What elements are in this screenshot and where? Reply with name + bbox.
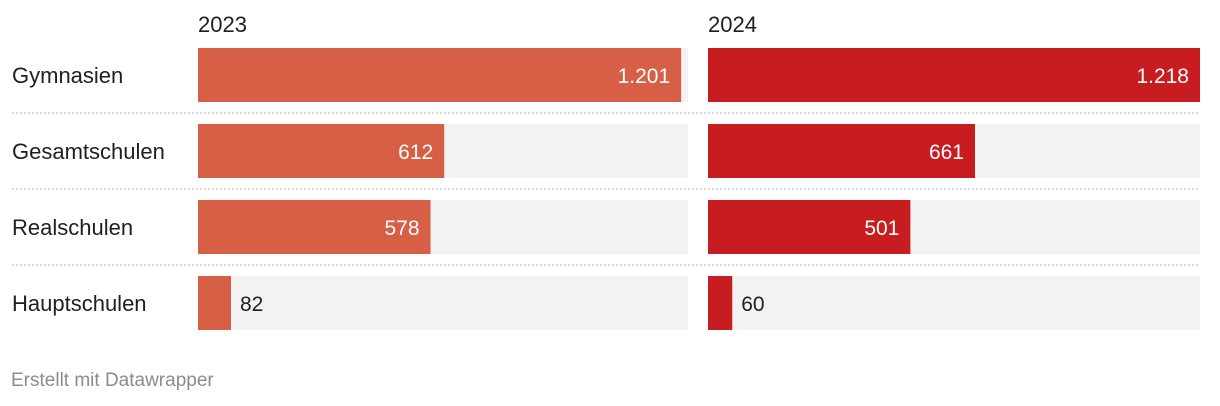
data-label-2023-hauptschulen: 82 xyxy=(240,293,263,316)
bar-2024-realschulen xyxy=(708,200,911,254)
bar-track xyxy=(198,276,688,330)
row-label-gesamtschulen: Gesamtschulen xyxy=(12,139,165,164)
row-label-hauptschulen: Hauptschulen xyxy=(12,291,147,316)
footer-credit: Erstellt mit Datawrapper xyxy=(11,370,214,391)
data-label-2023-gesamtschulen: 612 xyxy=(398,141,433,164)
bar-2024-hauptschulen xyxy=(708,276,733,330)
panel-title-2024: 2024 xyxy=(708,12,757,37)
panel-title-2023: 2023 xyxy=(198,12,247,37)
data-label-2024-gymnasien: 1.218 xyxy=(1136,65,1189,88)
row-label-gymnasien: Gymnasien xyxy=(12,63,123,88)
bar-2023-hauptschulen xyxy=(198,276,231,330)
bar-2023-realschulen xyxy=(198,200,431,254)
data-label-2024-gesamtschulen: 661 xyxy=(929,141,964,164)
data-label-2023-realschulen: 578 xyxy=(384,217,419,240)
bar-2023-gymnasien xyxy=(198,48,682,102)
bar-2024-gymnasien xyxy=(708,48,1200,102)
data-label-2024-hauptschulen: 60 xyxy=(741,293,764,316)
bar-2023-gesamtschulen xyxy=(198,124,445,178)
bar-2024-gesamtschulen xyxy=(708,124,976,178)
data-label-2023-gymnasien: 1.201 xyxy=(618,65,671,88)
bar-track xyxy=(708,276,1200,330)
data-label-2024-realschulen: 501 xyxy=(864,217,899,240)
row-label-realschulen: Realschulen xyxy=(12,215,133,240)
